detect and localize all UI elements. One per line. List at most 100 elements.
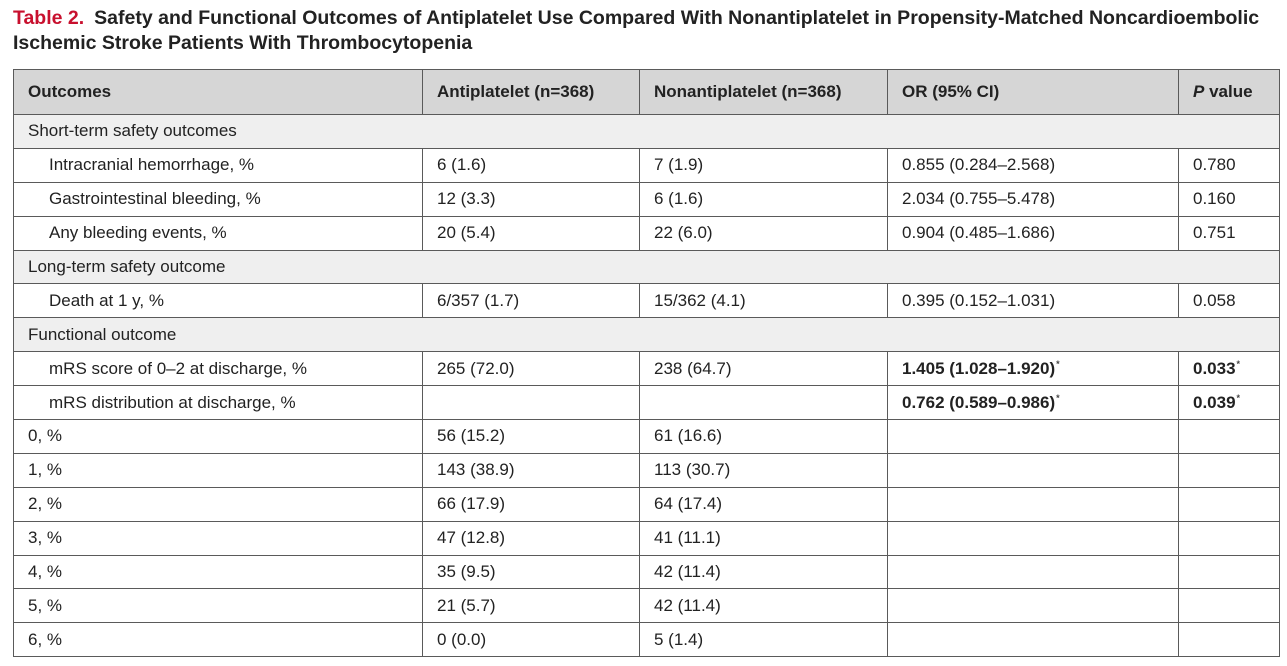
footnote-marker: * — [1236, 392, 1241, 403]
cell-p — [1178, 520, 1280, 556]
cell-or — [887, 520, 1179, 556]
cell-antiplatelet: 47 (12.8) — [422, 520, 640, 556]
cell-or: 1.405 (1.028–1.920)* — [887, 351, 1179, 387]
footnote-marker: * — [1056, 359, 1060, 370]
cell-p — [1178, 486, 1280, 522]
cell-nonantiplatelet: 42 (11.4) — [639, 588, 888, 624]
row-label: Intracranial hemorrhage, % — [13, 147, 423, 183]
cell-nonantiplatelet — [639, 385, 888, 421]
section-row-long-term: Long-term safety outcome — [13, 249, 1280, 285]
col-header-outcomes: Outcomes — [13, 69, 423, 115]
cell-nonantiplatelet: 41 (11.1) — [639, 520, 888, 556]
cell-nonantiplatelet: 15/362 (4.1) — [639, 283, 888, 319]
p-value: 0.033 — [1193, 358, 1236, 378]
header-row: Outcomes Antiplatelet (n=368) Nonantipla… — [13, 69, 1280, 115]
cell-or: 0.395 (0.152–1.031) — [887, 283, 1179, 319]
cell-or — [887, 486, 1179, 522]
table-row: Death at 1 y, % 6/357 (1.7) 15/362 (4.1)… — [13, 283, 1280, 319]
cell-p — [1178, 622, 1280, 658]
table-row: 3, % 47 (12.8) 41 (11.1) — [13, 520, 1280, 556]
cell-nonantiplatelet: 64 (17.4) — [639, 486, 888, 522]
col-header-or: OR (95% CI) — [887, 69, 1179, 115]
cell-or — [887, 554, 1179, 590]
cell-nonantiplatelet: 5 (1.4) — [639, 622, 888, 658]
cell-antiplatelet: 21 (5.7) — [422, 588, 640, 624]
table-row: 6, % 0 (0.0) 5 (1.4) — [13, 622, 1280, 658]
cell-antiplatelet: 20 (5.4) — [422, 215, 640, 251]
row-label: 4, % — [13, 554, 423, 590]
cell-or — [887, 419, 1179, 454]
p-italic: P — [1193, 82, 1205, 101]
cell-antiplatelet — [422, 385, 640, 421]
row-label: 1, % — [13, 452, 423, 488]
cell-p — [1178, 452, 1280, 488]
section-row-short-term: Short-term safety outcomes — [13, 114, 1280, 149]
row-label: 3, % — [13, 520, 423, 556]
col-header-antiplatelet: Antiplatelet (n=368) — [422, 69, 640, 115]
cell-or: 0.855 (0.284–2.568) — [887, 147, 1179, 183]
footnote-marker: * — [1056, 392, 1060, 403]
cell-p: 0.033* — [1178, 351, 1280, 387]
table-label: Table 2. — [13, 7, 85, 29]
row-label: Gastrointestinal bleeding, % — [13, 181, 423, 217]
cell-or: 0.904 (0.485–1.686) — [887, 215, 1179, 251]
footnote-marker: * — [1236, 359, 1241, 370]
table-title: Safety and Functional Outcomes of Antipl… — [13, 7, 1260, 54]
cell-nonantiplatelet: 7 (1.9) — [639, 147, 888, 183]
cell-nonantiplatelet: 42 (11.4) — [639, 554, 888, 590]
table-row: Any bleeding events, % 20 (5.4) 22 (6.0)… — [13, 215, 1280, 251]
section-label: Long-term safety outcome — [13, 249, 423, 285]
section-label: Short-term safety outcomes — [13, 114, 423, 149]
cell-p: 0.160 — [1178, 181, 1280, 217]
or-value: 1.405 (1.028–1.920) — [902, 358, 1056, 378]
p-rest: value — [1204, 82, 1253, 101]
table-row: 5, % 21 (5.7) 42 (11.4) — [13, 588, 1280, 624]
cell-p — [1178, 554, 1280, 590]
table-row: 1, % 143 (38.9) 113 (30.7) — [13, 452, 1280, 488]
or-value: 0.762 (0.589–0.986) — [902, 392, 1056, 412]
cell-or: 2.034 (0.755–5.478) — [887, 181, 1179, 217]
cell-nonantiplatelet: 238 (64.7) — [639, 351, 888, 387]
table-row: 0, % 56 (15.2) 61 (16.6) — [13, 419, 1280, 454]
cell-or — [887, 588, 1179, 624]
row-label: mRS distribution at discharge, % — [13, 385, 423, 421]
cell-nonantiplatelet: 22 (6.0) — [639, 215, 888, 251]
cell-nonantiplatelet: 61 (16.6) — [639, 419, 888, 454]
cell-antiplatelet: 6/357 (1.7) — [422, 283, 640, 319]
p-value: 0.039 — [1193, 392, 1236, 412]
row-label: 5, % — [13, 588, 423, 624]
col-header-p-value: P value — [1178, 69, 1280, 115]
table-row: mRS score of 0–2 at discharge, % 265 (72… — [13, 351, 1280, 387]
cell-p: 0.039* — [1178, 385, 1280, 421]
table-row: 2, % 66 (17.9) 64 (17.4) — [13, 486, 1280, 522]
cell-antiplatelet: 265 (72.0) — [422, 351, 640, 387]
table-caption: Table 2. Safety and Functional Outcomes o… — [13, 6, 1279, 56]
cell-p: 0.780 — [1178, 147, 1280, 183]
cell-antiplatelet: 35 (9.5) — [422, 554, 640, 590]
cell-antiplatelet: 66 (17.9) — [422, 486, 640, 522]
section-label: Functional outcome — [13, 317, 423, 353]
cell-p: 0.058 — [1178, 283, 1280, 319]
section-row-functional: Functional outcome — [13, 317, 1280, 353]
cell-p — [1178, 419, 1280, 454]
cell-antiplatelet: 12 (3.3) — [422, 181, 640, 217]
cell-nonantiplatelet: 6 (1.6) — [639, 181, 888, 217]
cell-nonantiplatelet: 113 (30.7) — [639, 452, 888, 488]
cell-or — [887, 452, 1179, 488]
outcomes-table: Outcomes Antiplatelet (n=368) Nonantipla… — [13, 69, 1280, 658]
cell-antiplatelet: 6 (1.6) — [422, 147, 640, 183]
cell-or — [887, 622, 1179, 658]
row-label: Death at 1 y, % — [13, 283, 423, 319]
cell-antiplatelet: 0 (0.0) — [422, 622, 640, 658]
row-label: Any bleeding events, % — [13, 215, 423, 251]
table-row: Gastrointestinal bleeding, % 12 (3.3) 6 … — [13, 181, 1280, 217]
row-label: mRS score of 0–2 at discharge, % — [13, 351, 423, 387]
row-label: 2, % — [13, 486, 423, 522]
cell-or: 0.762 (0.589–0.986)* — [887, 385, 1179, 421]
table-row: Intracranial hemorrhage, % 6 (1.6) 7 (1.… — [13, 147, 1280, 183]
row-label: 6, % — [13, 622, 423, 658]
col-header-nonantiplatelet: Nonantiplatelet (n=368) — [639, 69, 888, 115]
table-row: mRS distribution at discharge, % 0.762 (… — [13, 385, 1280, 421]
cell-p: 0.751 — [1178, 215, 1280, 251]
cell-antiplatelet: 56 (15.2) — [422, 419, 640, 454]
